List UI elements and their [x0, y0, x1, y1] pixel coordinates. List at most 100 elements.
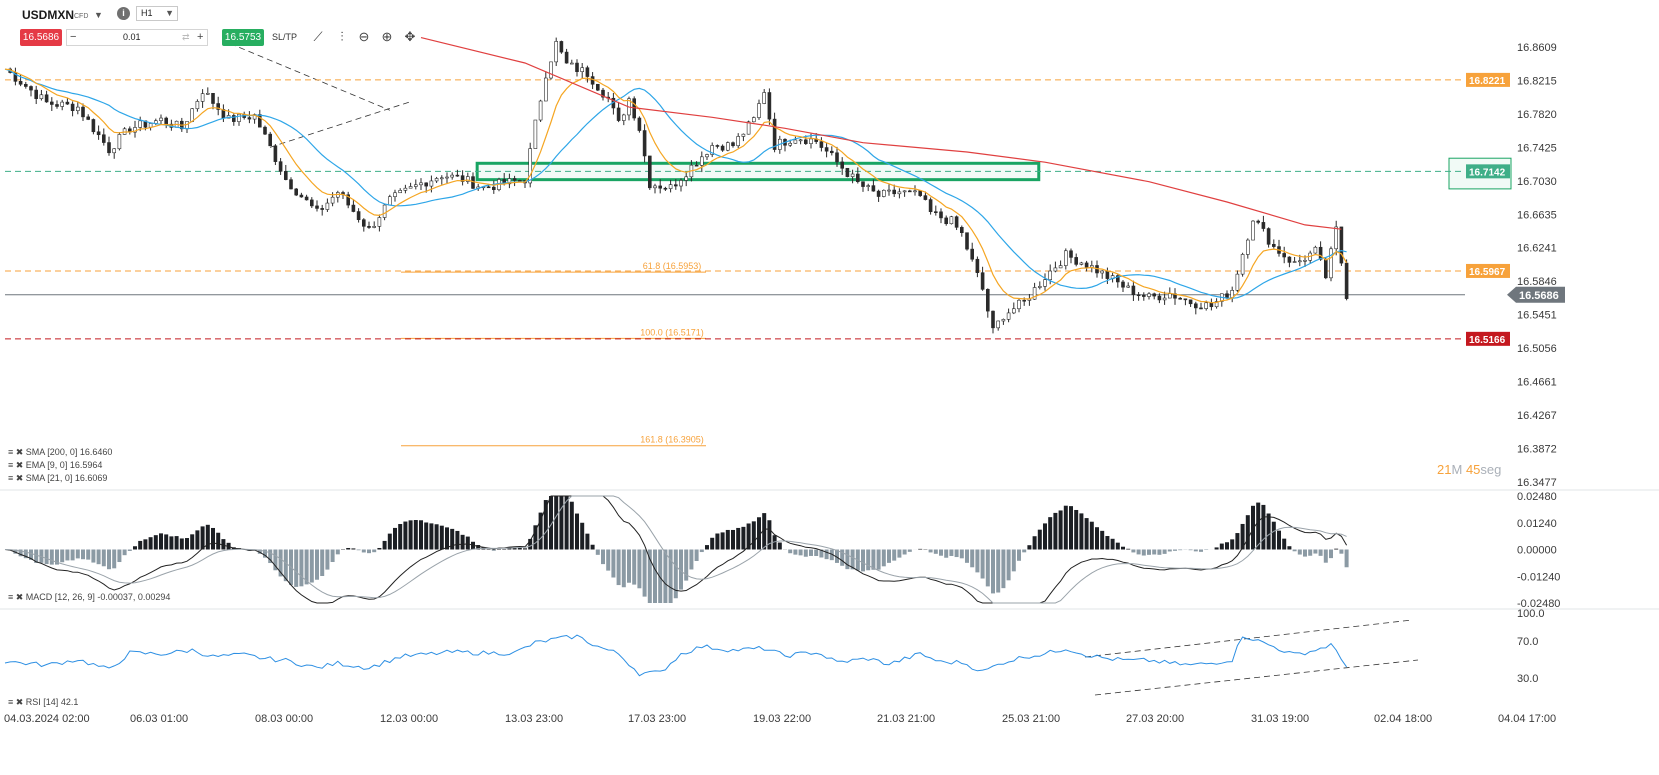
- chevron-down-icon[interactable]: ▼: [94, 10, 103, 20]
- macd-histogram-bar: [591, 545, 595, 550]
- macd-histogram-bar: [221, 539, 225, 549]
- macd-histogram-bar: [414, 520, 418, 549]
- candle-body: [87, 117, 90, 120]
- candle-body: [1142, 295, 1145, 296]
- macd-histogram-bar: [1163, 550, 1167, 554]
- y-tick-label: 16.3872: [1517, 444, 1557, 456]
- candle-body: [659, 186, 662, 188]
- candle-body: [763, 93, 766, 104]
- candle-body: [1168, 294, 1171, 298]
- macd-histogram-bar: [949, 550, 953, 556]
- quantity-value[interactable]: 0.01: [123, 30, 141, 45]
- swap-icon[interactable]: ⇄: [182, 30, 190, 45]
- candle-body: [1330, 249, 1333, 278]
- macd-histogram-bar: [1220, 544, 1224, 550]
- candle-body: [300, 195, 303, 197]
- info-icon[interactable]: i: [117, 7, 130, 20]
- candle-body: [362, 220, 365, 227]
- zoom-out-icon[interactable]: ⊖: [356, 29, 372, 45]
- candle-body: [1288, 257, 1291, 262]
- candlestick-icon[interactable]: ⫶: [334, 29, 350, 45]
- macd-histogram-bar: [154, 535, 158, 549]
- candle-body: [903, 191, 906, 192]
- candle-body: [1070, 251, 1073, 258]
- zoom-in-icon[interactable]: ⊕: [379, 29, 395, 45]
- macd-histogram-bar: [1178, 550, 1182, 551]
- candle-body: [295, 189, 298, 195]
- candle-body: [248, 118, 251, 120]
- move-icon[interactable]: ✥: [402, 29, 418, 45]
- macd-histogram-bar: [1079, 513, 1083, 549]
- macd-histogram-bar: [539, 513, 543, 550]
- x-tick-label: 04.04 17:00: [1498, 713, 1556, 725]
- plus-button[interactable]: +: [197, 30, 203, 45]
- x-tick-label: 17.03 23:00: [628, 713, 686, 725]
- macd-histogram-bar: [388, 534, 392, 550]
- candle-body: [76, 107, 79, 111]
- fibonacci-label: 161.8 (16.3905): [640, 435, 704, 445]
- candle-body: [388, 197, 391, 205]
- macd-histogram-bar: [1293, 550, 1297, 552]
- macd-histogram-bar: [487, 549, 491, 550]
- candle-body: [534, 120, 537, 149]
- candle-body: [414, 185, 417, 187]
- macd-tick-label: 0.00000: [1517, 545, 1557, 557]
- macd-histogram-bar: [861, 550, 865, 572]
- candle-body: [726, 143, 729, 151]
- candle-body: [264, 127, 267, 134]
- macd-histogram-bar: [1168, 550, 1172, 552]
- macd-histogram-bar: [622, 550, 626, 588]
- macd-histogram-bar: [50, 550, 54, 565]
- macd-histogram-bar: [445, 527, 449, 549]
- macd-histogram-bar: [809, 550, 813, 556]
- macd-histogram-bar: [211, 528, 215, 550]
- macd-histogram-bar: [1059, 510, 1063, 549]
- candle-body: [40, 95, 43, 99]
- macd-histogram-bar: [934, 550, 938, 554]
- candle-body: [950, 217, 953, 224]
- candle-body: [1023, 300, 1026, 301]
- fibonacci-label: 100.0 (16.5171): [640, 327, 704, 337]
- macd-histogram-bar: [695, 550, 699, 561]
- minus-button[interactable]: −: [70, 30, 76, 45]
- macd-histogram-bar: [86, 550, 90, 560]
- macd-histogram-bar: [195, 530, 199, 549]
- macd-histogram-bar: [76, 550, 80, 559]
- candle-body: [279, 162, 282, 172]
- sell-button[interactable]: 16.5686: [20, 29, 62, 46]
- sma200-legend: ≡ ✖ SMA [200, 0] 16.6460: [8, 447, 112, 458]
- macd-histogram-bar: [1267, 514, 1271, 550]
- candle-body: [1075, 257, 1078, 264]
- buy-button[interactable]: 16.5753: [222, 29, 264, 46]
- candle-body: [1314, 247, 1317, 253]
- macd-histogram-bar: [814, 550, 818, 556]
- quantity-stepper[interactable]: − 0.01 ⇄ +: [66, 29, 208, 46]
- sltp-button[interactable]: SL/TP: [272, 32, 297, 42]
- line-tool-icon[interactable]: ⟋: [310, 29, 326, 45]
- macd-histogram-bar: [991, 550, 995, 594]
- macd-histogram-bar: [554, 496, 558, 550]
- candle-body: [773, 119, 776, 149]
- macd-histogram-bar: [367, 550, 371, 554]
- level-label: 16.5166: [1469, 335, 1506, 346]
- candle-body: [1283, 253, 1286, 257]
- candle-body: [352, 205, 355, 211]
- y-tick-label: 16.8215: [1517, 75, 1557, 87]
- candle-body: [929, 200, 932, 212]
- candle-body: [212, 93, 215, 103]
- macd-histogram-bar: [60, 550, 64, 563]
- x-tick-label: 19.03 22:00: [753, 713, 811, 725]
- macd-histogram-bar: [45, 550, 49, 565]
- macd-histogram-bar: [1173, 550, 1177, 551]
- candle-body: [284, 171, 287, 179]
- candle-body: [290, 180, 293, 189]
- macd-histogram-bar: [429, 523, 433, 549]
- timeframe-select[interactable]: H1 ▼: [136, 6, 178, 21]
- candle-body: [1132, 286, 1135, 295]
- candle-body: [586, 68, 589, 77]
- symbol-name[interactable]: USDMXN: [22, 8, 74, 22]
- macd-histogram-bar: [731, 530, 735, 550]
- candle-body: [981, 273, 984, 290]
